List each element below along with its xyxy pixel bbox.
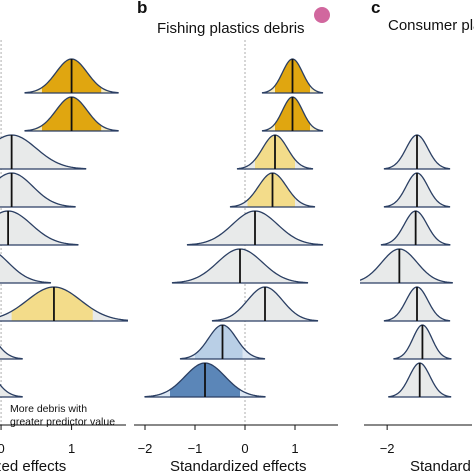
density-outline: [0, 345, 23, 360]
panel-b-letter: b: [137, 0, 147, 17]
panel-c-plot: −2: [360, 134, 472, 456]
density-ridge: [383, 134, 451, 170]
density-ridge: [171, 248, 309, 284]
density-ridge: [0, 286, 128, 322]
density-outline: [171, 248, 309, 284]
panel-b-color-marker: [314, 7, 330, 23]
density-outline: [0, 172, 76, 208]
density-ridge: [236, 134, 314, 170]
density-outline: [144, 362, 266, 398]
annotation-line-1: More debris with: [10, 403, 87, 415]
panel-b-x-axis-label: Standardized effects: [170, 458, 306, 474]
panel-c-title: Consumer pla: [388, 17, 474, 34]
density-ridge: [179, 324, 266, 360]
density-ridge: [144, 362, 266, 398]
x-tick-label: 1: [68, 441, 75, 456]
density-ridge: [0, 134, 87, 170]
x-tick-label: −1: [188, 441, 203, 456]
density-ridge: [186, 210, 324, 246]
density-ridge: [393, 324, 452, 360]
density-outline: [0, 134, 87, 170]
density-ridge: [0, 254, 52, 284]
density-ridge: [24, 96, 119, 132]
density-ridge: [0, 172, 76, 208]
density-outline: [0, 383, 23, 398]
density-ridge: [0, 345, 23, 360]
density-ridge: [24, 58, 119, 94]
density-ridge: [229, 172, 316, 208]
density-ridge: [211, 286, 319, 322]
density-ridge: [261, 96, 324, 132]
x-tick-label: −2: [138, 441, 153, 456]
density-ridge: [388, 362, 452, 398]
density-outline: [0, 286, 128, 322]
panel-c-letter: c: [371, 0, 380, 17]
x-tick-label: −2: [380, 441, 395, 456]
density-ridge: [261, 58, 324, 94]
density-ridge: [360, 248, 453, 284]
x-tick-label: 1: [291, 441, 298, 456]
density-outline: [0, 254, 52, 284]
panel-c-x-axis-label: Standard: [410, 458, 471, 474]
panel-a-x-axis-label: zed effects: [0, 458, 66, 474]
density-outline: [186, 210, 324, 246]
panel-b-plot: −2 −1 0 1: [134, 40, 338, 456]
density-ridge: [383, 286, 451, 322]
density-outline: [0, 210, 79, 246]
density-ridge: [380, 210, 451, 246]
density-ridge: [0, 210, 79, 246]
density-ridge: [383, 172, 451, 208]
density-ridge: [0, 383, 23, 398]
panel-b-title: Fishing plastics debris: [157, 20, 305, 37]
x-tick-label: 0: [241, 441, 248, 456]
annotation-line-2: greater predictor value: [10, 416, 115, 428]
x-tick-label: 0: [0, 441, 5, 456]
